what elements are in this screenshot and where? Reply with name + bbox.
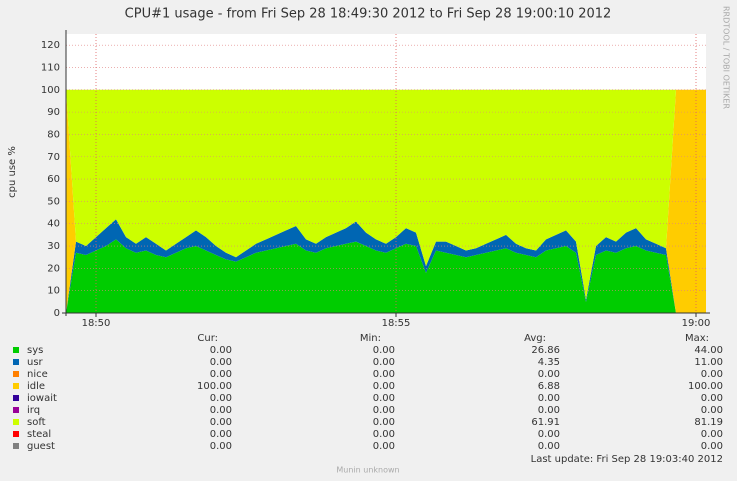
legend-value: 0.00 <box>210 345 232 356</box>
legend-swatch <box>13 407 19 413</box>
y-tick-label: 40 <box>47 219 60 230</box>
legend-swatch <box>13 383 19 389</box>
legend-header: Min: <box>360 333 381 344</box>
legend-value: 100.00 <box>688 381 723 392</box>
legend-swatch <box>13 359 19 365</box>
y-tick-label: 110 <box>41 62 60 73</box>
legend-value: 0.00 <box>373 381 395 392</box>
area <box>66 219 706 313</box>
y-tick-label: 60 <box>47 174 60 185</box>
legend-value: 61.91 <box>531 417 560 428</box>
legend-swatch <box>13 347 19 353</box>
legend-value: 0.00 <box>701 369 723 380</box>
legend-value: 0.00 <box>701 441 723 452</box>
legend-swatch <box>13 419 19 425</box>
legend-swatch <box>13 395 19 401</box>
last-update: Last update: Fri Sep 28 19:03:40 2012 <box>531 454 723 465</box>
y-tick-label: 100 <box>41 85 60 96</box>
legend-swatch <box>13 443 19 449</box>
legend-value: 26.86 <box>531 345 560 356</box>
legend-value: 81.19 <box>694 417 723 428</box>
legend-value: 4.35 <box>538 357 560 368</box>
y-tick-label: 20 <box>47 263 60 274</box>
area <box>66 89 706 300</box>
legend-value: 0.00 <box>538 369 560 380</box>
side-text: RRDTOOL / TOBI OETIKER <box>722 6 731 109</box>
legend-value: 0.00 <box>210 441 232 452</box>
legend-header: Max: <box>685 333 709 344</box>
legend-value: 0.00 <box>373 417 395 428</box>
y-tick-label: 50 <box>47 196 60 207</box>
legend-value: 0.00 <box>210 393 232 404</box>
legend-value: 0.00 <box>538 441 560 452</box>
legend-value: 0.00 <box>373 345 395 356</box>
legend-header: Avg: <box>524 333 546 344</box>
legend-value: 0.00 <box>538 393 560 404</box>
legend-value: 0.00 <box>210 417 232 428</box>
legend-label: nice <box>27 369 48 380</box>
legend-label: guest <box>27 441 55 452</box>
footer: Munin unknown <box>336 466 399 475</box>
legend-swatch <box>13 371 19 377</box>
legend-value: 0.00 <box>701 429 723 440</box>
x-tick-label: 19:00 <box>682 318 711 329</box>
legend-value: 44.00 <box>694 345 723 356</box>
y-tick-label: 10 <box>47 286 60 297</box>
y-tick-label: 120 <box>41 40 60 51</box>
legend-value: 0.00 <box>538 405 560 416</box>
legend-label: sys <box>27 345 43 356</box>
legend-label: steal <box>27 429 51 440</box>
legend-value: 0.00 <box>538 429 560 440</box>
legend-value: 0.00 <box>373 357 395 368</box>
area <box>66 239 706 313</box>
legend-value: 100.00 <box>197 381 232 392</box>
legend-label: usr <box>27 357 44 368</box>
legend-swatch <box>13 431 19 437</box>
y-tick-label: 30 <box>47 241 60 252</box>
legend-label: iowait <box>27 393 57 404</box>
legend-header: Cur: <box>197 333 218 344</box>
legend-label: idle <box>27 381 45 392</box>
legend-value: 0.00 <box>373 429 395 440</box>
legend-value: 0.00 <box>373 369 395 380</box>
legend-label: soft <box>27 417 46 428</box>
legend-value: 0.00 <box>210 357 232 368</box>
y-axis-label: cpu use % <box>7 146 18 198</box>
legend-value: 0.00 <box>373 405 395 416</box>
y-tick-label: 0 <box>54 308 60 319</box>
x-tick-label: 18:50 <box>82 318 111 329</box>
legend-value: 0.00 <box>701 405 723 416</box>
y-tick-label: 70 <box>47 152 60 163</box>
y-tick-label: 80 <box>47 129 60 140</box>
legend-value: 0.00 <box>210 405 232 416</box>
legend-value: 0.00 <box>210 429 232 440</box>
legend-value: 0.00 <box>373 393 395 404</box>
legend-label: irq <box>27 405 40 416</box>
legend-value: 0.00 <box>701 393 723 404</box>
legend-value: 11.00 <box>694 357 723 368</box>
legend-value: 0.00 <box>210 369 232 380</box>
legend-value: 6.88 <box>538 381 560 392</box>
chart-title: CPU#1 usage - from Fri Sep 28 18:49:30 2… <box>125 7 612 22</box>
legend-value: 0.00 <box>373 441 395 452</box>
x-tick-label: 18:55 <box>382 318 411 329</box>
y-tick-label: 90 <box>47 107 60 118</box>
